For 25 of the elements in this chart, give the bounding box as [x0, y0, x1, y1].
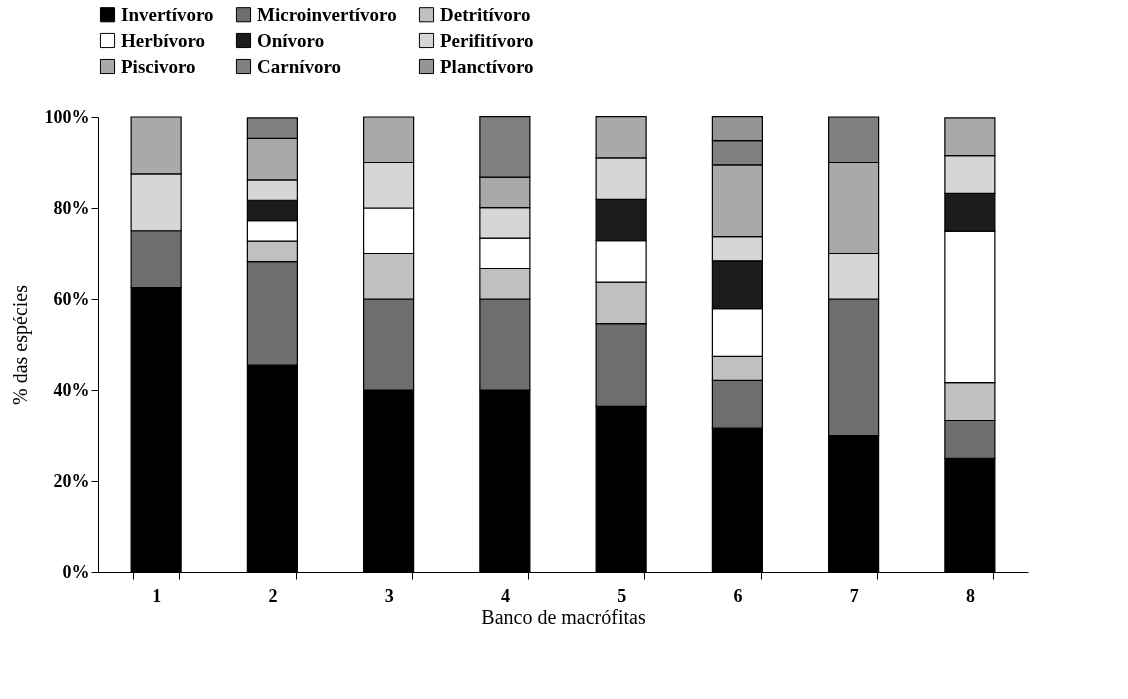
y-tick-label: 100% [44, 106, 90, 127]
legend-label: Detritívoro [440, 3, 531, 25]
x-tick-label: 8 [965, 585, 975, 606]
x-tick-label: 6 [733, 585, 743, 606]
y-axis-title: % das espécies [8, 284, 32, 405]
x-tick-label: 3 [384, 585, 394, 606]
x-tick-label: 7 [849, 585, 859, 606]
legend-label: Invertívoro [121, 3, 214, 25]
y-tick-label: 80% [53, 197, 90, 218]
legend-label: Perifitívoro [440, 29, 534, 51]
y-tick-label: 0% [62, 561, 90, 582]
legend-label: Piscivoro [121, 55, 196, 77]
legend-label: Planctívoro [440, 55, 534, 77]
y-tick-label: 60% [53, 288, 90, 309]
x-tick-label: 2 [268, 585, 278, 606]
y-tick-label: 20% [53, 470, 90, 491]
legend-label: Onívoro [257, 29, 325, 51]
x-axis-title: Banco de macrófitas [481, 605, 646, 628]
x-tick-label: 1 [152, 585, 162, 606]
legend-label: Herbívoro [121, 29, 206, 51]
legend-label: Microinvertívoro [257, 3, 397, 25]
x-tick-label: 5 [617, 585, 627, 606]
legend-label: Carnívoro [257, 55, 342, 77]
x-tick-label: 4 [500, 585, 510, 606]
y-tick-label: 40% [53, 379, 90, 400]
